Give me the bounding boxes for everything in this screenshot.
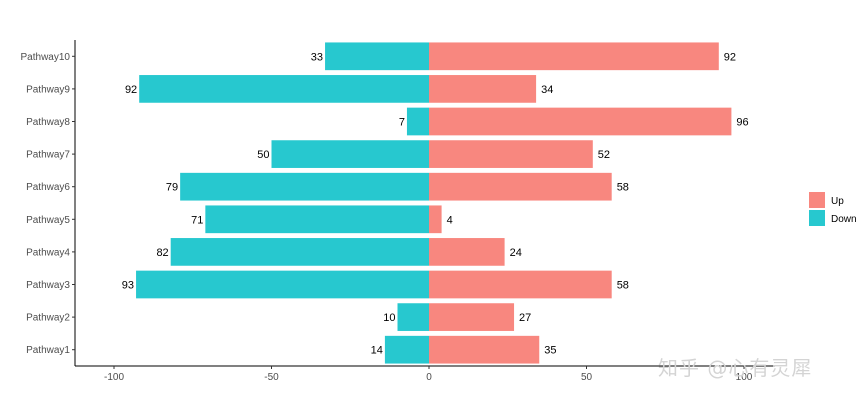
legend-label-down: Down bbox=[831, 214, 857, 225]
data-label-down-pathway8: 7 bbox=[399, 117, 405, 129]
y-tick-label-pathway3: Pathway3 bbox=[26, 280, 70, 291]
bar-up-pathway2 bbox=[429, 303, 515, 331]
data-label-up-pathway4: 24 bbox=[510, 247, 522, 259]
bar-down-pathway2 bbox=[397, 303, 429, 331]
data-label-up-pathway2: 27 bbox=[519, 312, 531, 324]
data-label-down-pathway2: 10 bbox=[383, 312, 395, 324]
axes-layer: Pathway1 Pathway2 Pathway3 Pathway4 Pathway5… bbox=[21, 40, 775, 383]
bar-down-pathway10 bbox=[325, 42, 429, 71]
data-label-up-pathway7: 52 bbox=[598, 149, 610, 161]
bar-up-pathway5 bbox=[429, 205, 442, 234]
x-tick-label--50: -50 bbox=[264, 372, 279, 383]
data-label-up-pathway6: 58 bbox=[617, 182, 629, 194]
bar-up-pathway9 bbox=[429, 75, 537, 103]
y-tick-label-pathway5: Pathway5 bbox=[26, 215, 70, 226]
bar-up-pathway4 bbox=[429, 238, 505, 266]
data-label-up-pathway9: 34 bbox=[541, 84, 553, 96]
bar-up-pathway6 bbox=[429, 172, 612, 201]
legend-key-down bbox=[809, 210, 825, 226]
bar-up-pathway10 bbox=[429, 42, 719, 71]
data-label-down-pathway4: 82 bbox=[156, 247, 168, 259]
bar-up-pathway7 bbox=[429, 140, 593, 168]
x-tick-label--100: -100 bbox=[104, 372, 124, 383]
y-tick-label-pathway7: Pathway7 bbox=[26, 150, 70, 161]
data-label-down-pathway7: 50 bbox=[257, 149, 269, 161]
y-tick-label-pathway8: Pathway8 bbox=[26, 117, 70, 128]
data-label-down-pathway1: 14 bbox=[371, 345, 383, 357]
bar-down-pathway4 bbox=[170, 238, 429, 266]
data-label-up-pathway5: 4 bbox=[447, 214, 453, 226]
bar-down-pathway3 bbox=[136, 270, 430, 299]
legend-key-up bbox=[809, 192, 825, 208]
x-tick-label-0: 0 bbox=[426, 372, 432, 383]
data-label-down-pathway9: 92 bbox=[125, 84, 137, 96]
data-label-up-pathway1: 35 bbox=[544, 345, 556, 357]
data-label-up-pathway3: 58 bbox=[617, 280, 629, 292]
legend-label-up: Up bbox=[831, 196, 844, 207]
x-tick-label-50: 50 bbox=[581, 372, 593, 383]
data-label-down-pathway6: 79 bbox=[166, 182, 178, 194]
data-label-down-pathway5: 71 bbox=[191, 214, 203, 226]
data-label-down-pathway10: 33 bbox=[311, 51, 323, 63]
data-label-up-pathway10: 92 bbox=[724, 51, 736, 63]
bar-down-pathway9 bbox=[139, 75, 429, 103]
watermark-text: 知乎 @心有灵犀 bbox=[658, 356, 813, 380]
data-label-down-pathway3: 93 bbox=[122, 280, 134, 292]
bar-up-pathway8 bbox=[429, 107, 732, 136]
y-tick-label-pathway10: Pathway10 bbox=[21, 52, 71, 63]
bar-down-pathway8 bbox=[406, 107, 429, 136]
y-tick-label-pathway4: Pathway4 bbox=[26, 247, 70, 258]
bar-up-pathway1 bbox=[429, 335, 540, 364]
bar-down-pathway1 bbox=[384, 335, 429, 364]
legend: Up Down bbox=[809, 192, 857, 226]
x-tick-label-100: 100 bbox=[736, 372, 753, 383]
bar-down-pathway7 bbox=[271, 140, 429, 168]
y-tick-label-pathway9: Pathway9 bbox=[26, 84, 70, 95]
bar-up-pathway3 bbox=[429, 270, 612, 299]
y-tick-label-pathway1: Pathway1 bbox=[26, 345, 70, 356]
y-tick-label-pathway6: Pathway6 bbox=[26, 182, 70, 193]
bar-down-pathway6 bbox=[180, 172, 429, 201]
bar-down-pathway5 bbox=[205, 205, 429, 234]
data-label-up-pathway8: 96 bbox=[736, 117, 748, 129]
data-labels-layer: 35 27 58 24 4 58 52 96 34 92 14 10 93 82 71 79 50 7 92 33 bbox=[122, 51, 749, 356]
y-tick-label-pathway2: Pathway2 bbox=[26, 313, 70, 324]
bars-layer bbox=[136, 42, 732, 364]
